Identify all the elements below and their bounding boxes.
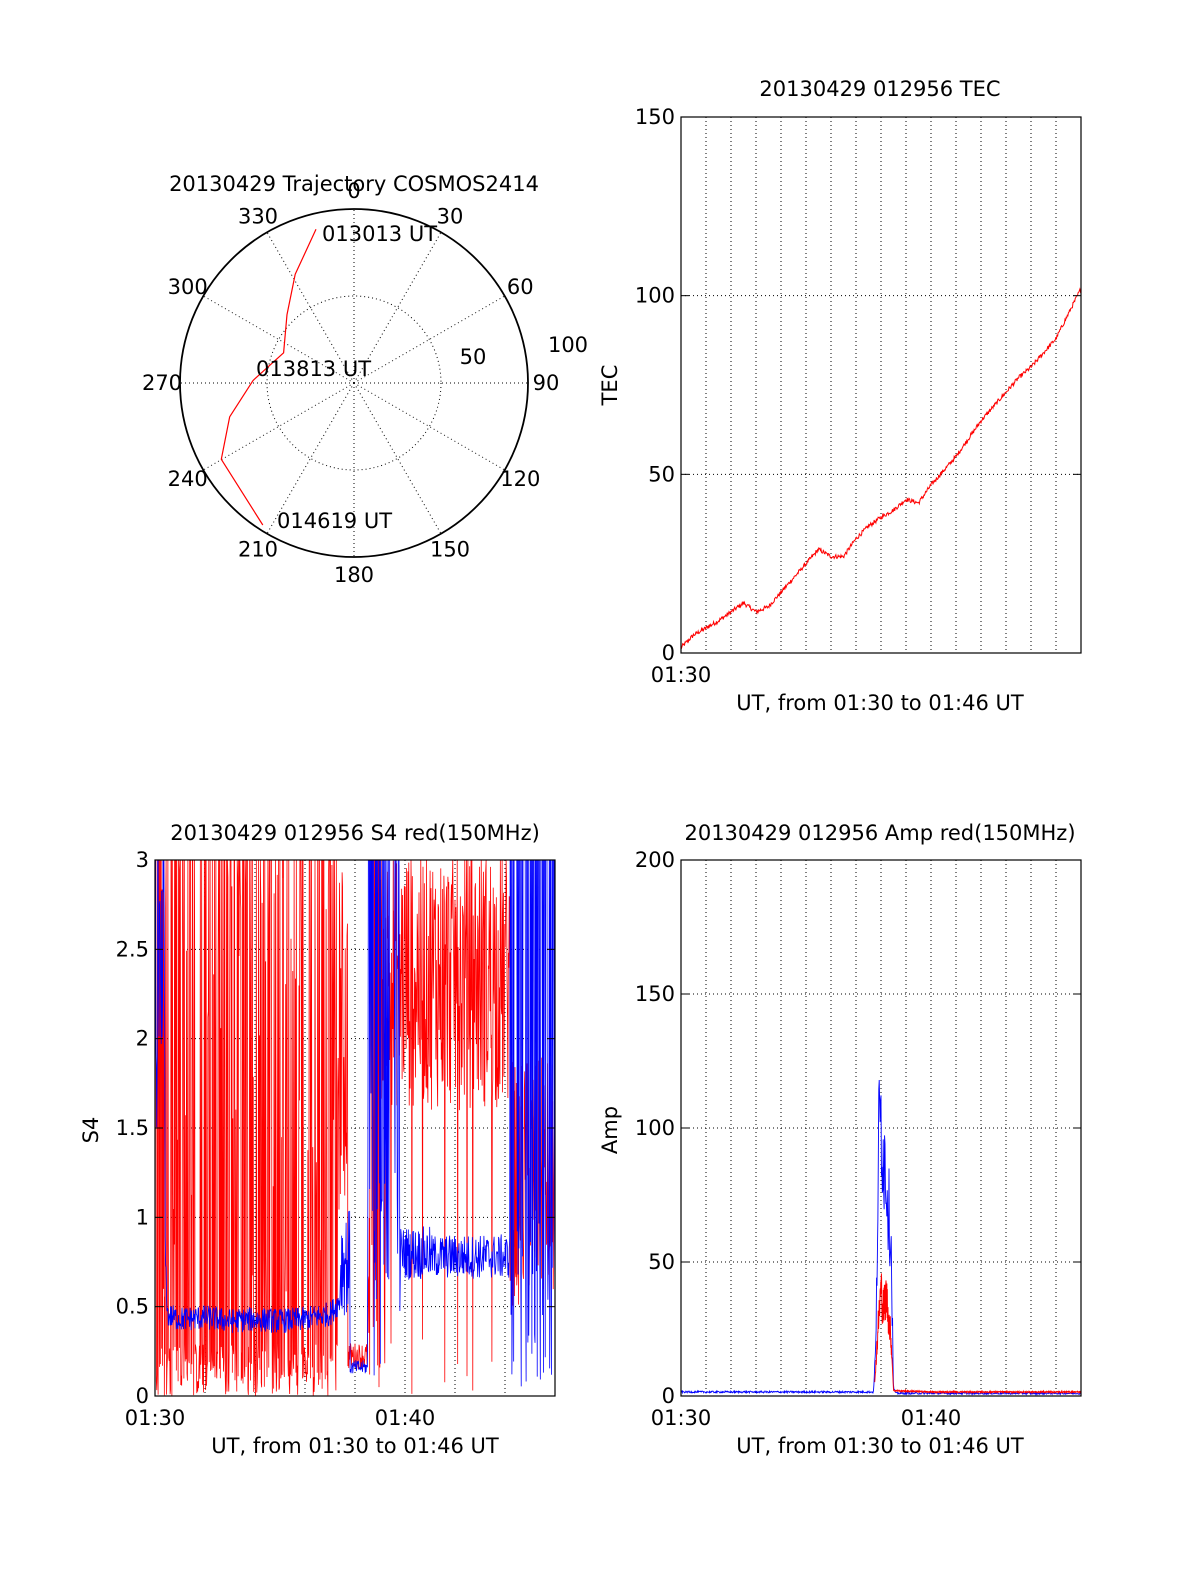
s4-x-tick-labels: 01:30 01:40 xyxy=(125,1406,436,1430)
polar-azimuth-labels: 0 30 60 90 120 150 180 210 240 270 300 330 xyxy=(142,179,559,587)
y-tick-label: 50 xyxy=(648,462,675,486)
x-tick-label: 01:40 xyxy=(901,1406,962,1430)
amp-red-line xyxy=(874,1273,1082,1395)
trajectory-line xyxy=(220,229,317,526)
amp-x-tick-labels: 01:30 01:40 xyxy=(651,1406,962,1430)
y-tick-label: 0 xyxy=(136,1384,149,1408)
azimuth-label: 150 xyxy=(430,537,470,561)
azimuth-label: 30 xyxy=(437,205,464,229)
tec-plot-frame xyxy=(680,116,1082,654)
y-tick-label: 0.5 xyxy=(116,1295,149,1319)
amp-title: 20130429 012956 Amp red(150MHz) xyxy=(684,821,1075,845)
y-tick-label: 2.5 xyxy=(116,937,149,961)
azimuth-label: 60 xyxy=(507,275,534,299)
tec-y-axis-label: TEC xyxy=(598,365,622,407)
s4-x-axis-label: UT, from 01:30 to 01:46 UT xyxy=(211,1434,499,1458)
radial-tick-50: 50 xyxy=(460,345,487,369)
amp-y-tick-labels: 0 50 100 150 200 xyxy=(635,848,1081,1408)
trajectory-title: 20130429 Trajectory COSMOS2414 xyxy=(169,172,539,196)
y-tick-label: 200 xyxy=(635,848,675,872)
y-tick-label: 3 xyxy=(136,848,149,872)
radial-tick-100: 100 xyxy=(548,333,588,357)
y-tick-label: 0 xyxy=(662,1384,675,1408)
azimuth-label: 270 xyxy=(142,371,182,395)
polar-outer-circle xyxy=(179,208,529,558)
amp-grid xyxy=(681,859,1081,1397)
amp-panel: 20130429 012956 Amp red(150MHz) 0 50 100 15… xyxy=(598,821,1082,1458)
x-tick-label: 01:30 xyxy=(651,663,712,687)
x-tick-label: 01:30 xyxy=(651,1406,712,1430)
polar-inner-circle xyxy=(266,295,442,471)
tec-title: 20130429 012956 TEC xyxy=(759,77,1000,101)
y-tick-label: 2 xyxy=(136,1027,149,1051)
y-tick-label: 100 xyxy=(635,1116,675,1140)
polar-spoke xyxy=(266,382,355,534)
azimuth-label: 210 xyxy=(238,537,278,561)
azimuth-label: 120 xyxy=(500,467,540,491)
polar-spoke xyxy=(266,232,355,384)
azimuth-label: 300 xyxy=(168,275,208,299)
s4-title: 20130429 012956 S4 red(150MHz) xyxy=(170,821,540,845)
polar-spoke xyxy=(353,232,442,384)
tec-series xyxy=(680,287,1082,650)
polar-grid xyxy=(179,208,529,558)
polar-spoke xyxy=(203,382,355,471)
annotation-mid-time: 013813 UT xyxy=(256,357,371,381)
tec-panel: 20130429 012956 TEC 0 50 100 150 01:30 UT, … xyxy=(598,77,1082,715)
tec-y-tick-labels: 0 50 100 150 xyxy=(635,105,1081,665)
trajectory-series xyxy=(220,229,317,526)
tec-x-axis-label: UT, from 01:30 to 01:46 UT xyxy=(736,691,1024,715)
amp-blue-line xyxy=(680,1079,1082,1396)
y-tick-label: 1.5 xyxy=(116,1116,149,1140)
azimuth-label: 90 xyxy=(533,371,560,395)
amp-x-axis-label: UT, from 01:30 to 01:46 UT xyxy=(736,1434,1024,1458)
y-tick-label: 150 xyxy=(635,105,675,129)
x-tick-label: 01:40 xyxy=(375,1406,436,1430)
s4-y-axis-label: S4 xyxy=(79,1117,103,1144)
annotation-start-time: 013013 UT xyxy=(322,222,437,246)
tec-line xyxy=(680,287,1082,650)
y-tick-label: 1 xyxy=(136,1205,149,1229)
polar-spoke xyxy=(353,382,505,471)
azimuth-label: 180 xyxy=(334,563,374,587)
s4-y-tick-labels: 0 0.5 1 1.5 2 2.5 3 xyxy=(116,848,555,1408)
y-tick-label: 150 xyxy=(635,982,675,1006)
polar-spoke xyxy=(203,295,355,384)
s4-panel: 20130429 012956 S4 red(150MHz) 0 0.5 1 1.5 2… xyxy=(79,821,556,1458)
azimuth-label: 240 xyxy=(168,467,208,491)
azimuth-label: 330 xyxy=(238,205,278,229)
trajectory-panel: 20130429 Trajectory COSMOS2414 0 30 60 90 12… xyxy=(142,172,588,587)
y-tick-label: 0 xyxy=(662,641,675,665)
y-tick-label: 50 xyxy=(648,1250,675,1274)
y-tick-label: 100 xyxy=(635,284,675,308)
annotation-end-time: 014619 UT xyxy=(277,509,392,533)
polar-spoke xyxy=(353,295,505,384)
azimuth-label: 0 xyxy=(347,179,360,203)
amp-y-axis-label: Amp xyxy=(598,1106,622,1154)
x-tick-label: 01:30 xyxy=(125,1406,186,1430)
tec-grid xyxy=(681,116,1081,654)
polar-spoke xyxy=(353,382,442,534)
tec-x-tick-labels: 01:30 xyxy=(651,663,712,687)
s4-blue-line xyxy=(154,859,556,1387)
amp-series xyxy=(680,1079,1082,1396)
